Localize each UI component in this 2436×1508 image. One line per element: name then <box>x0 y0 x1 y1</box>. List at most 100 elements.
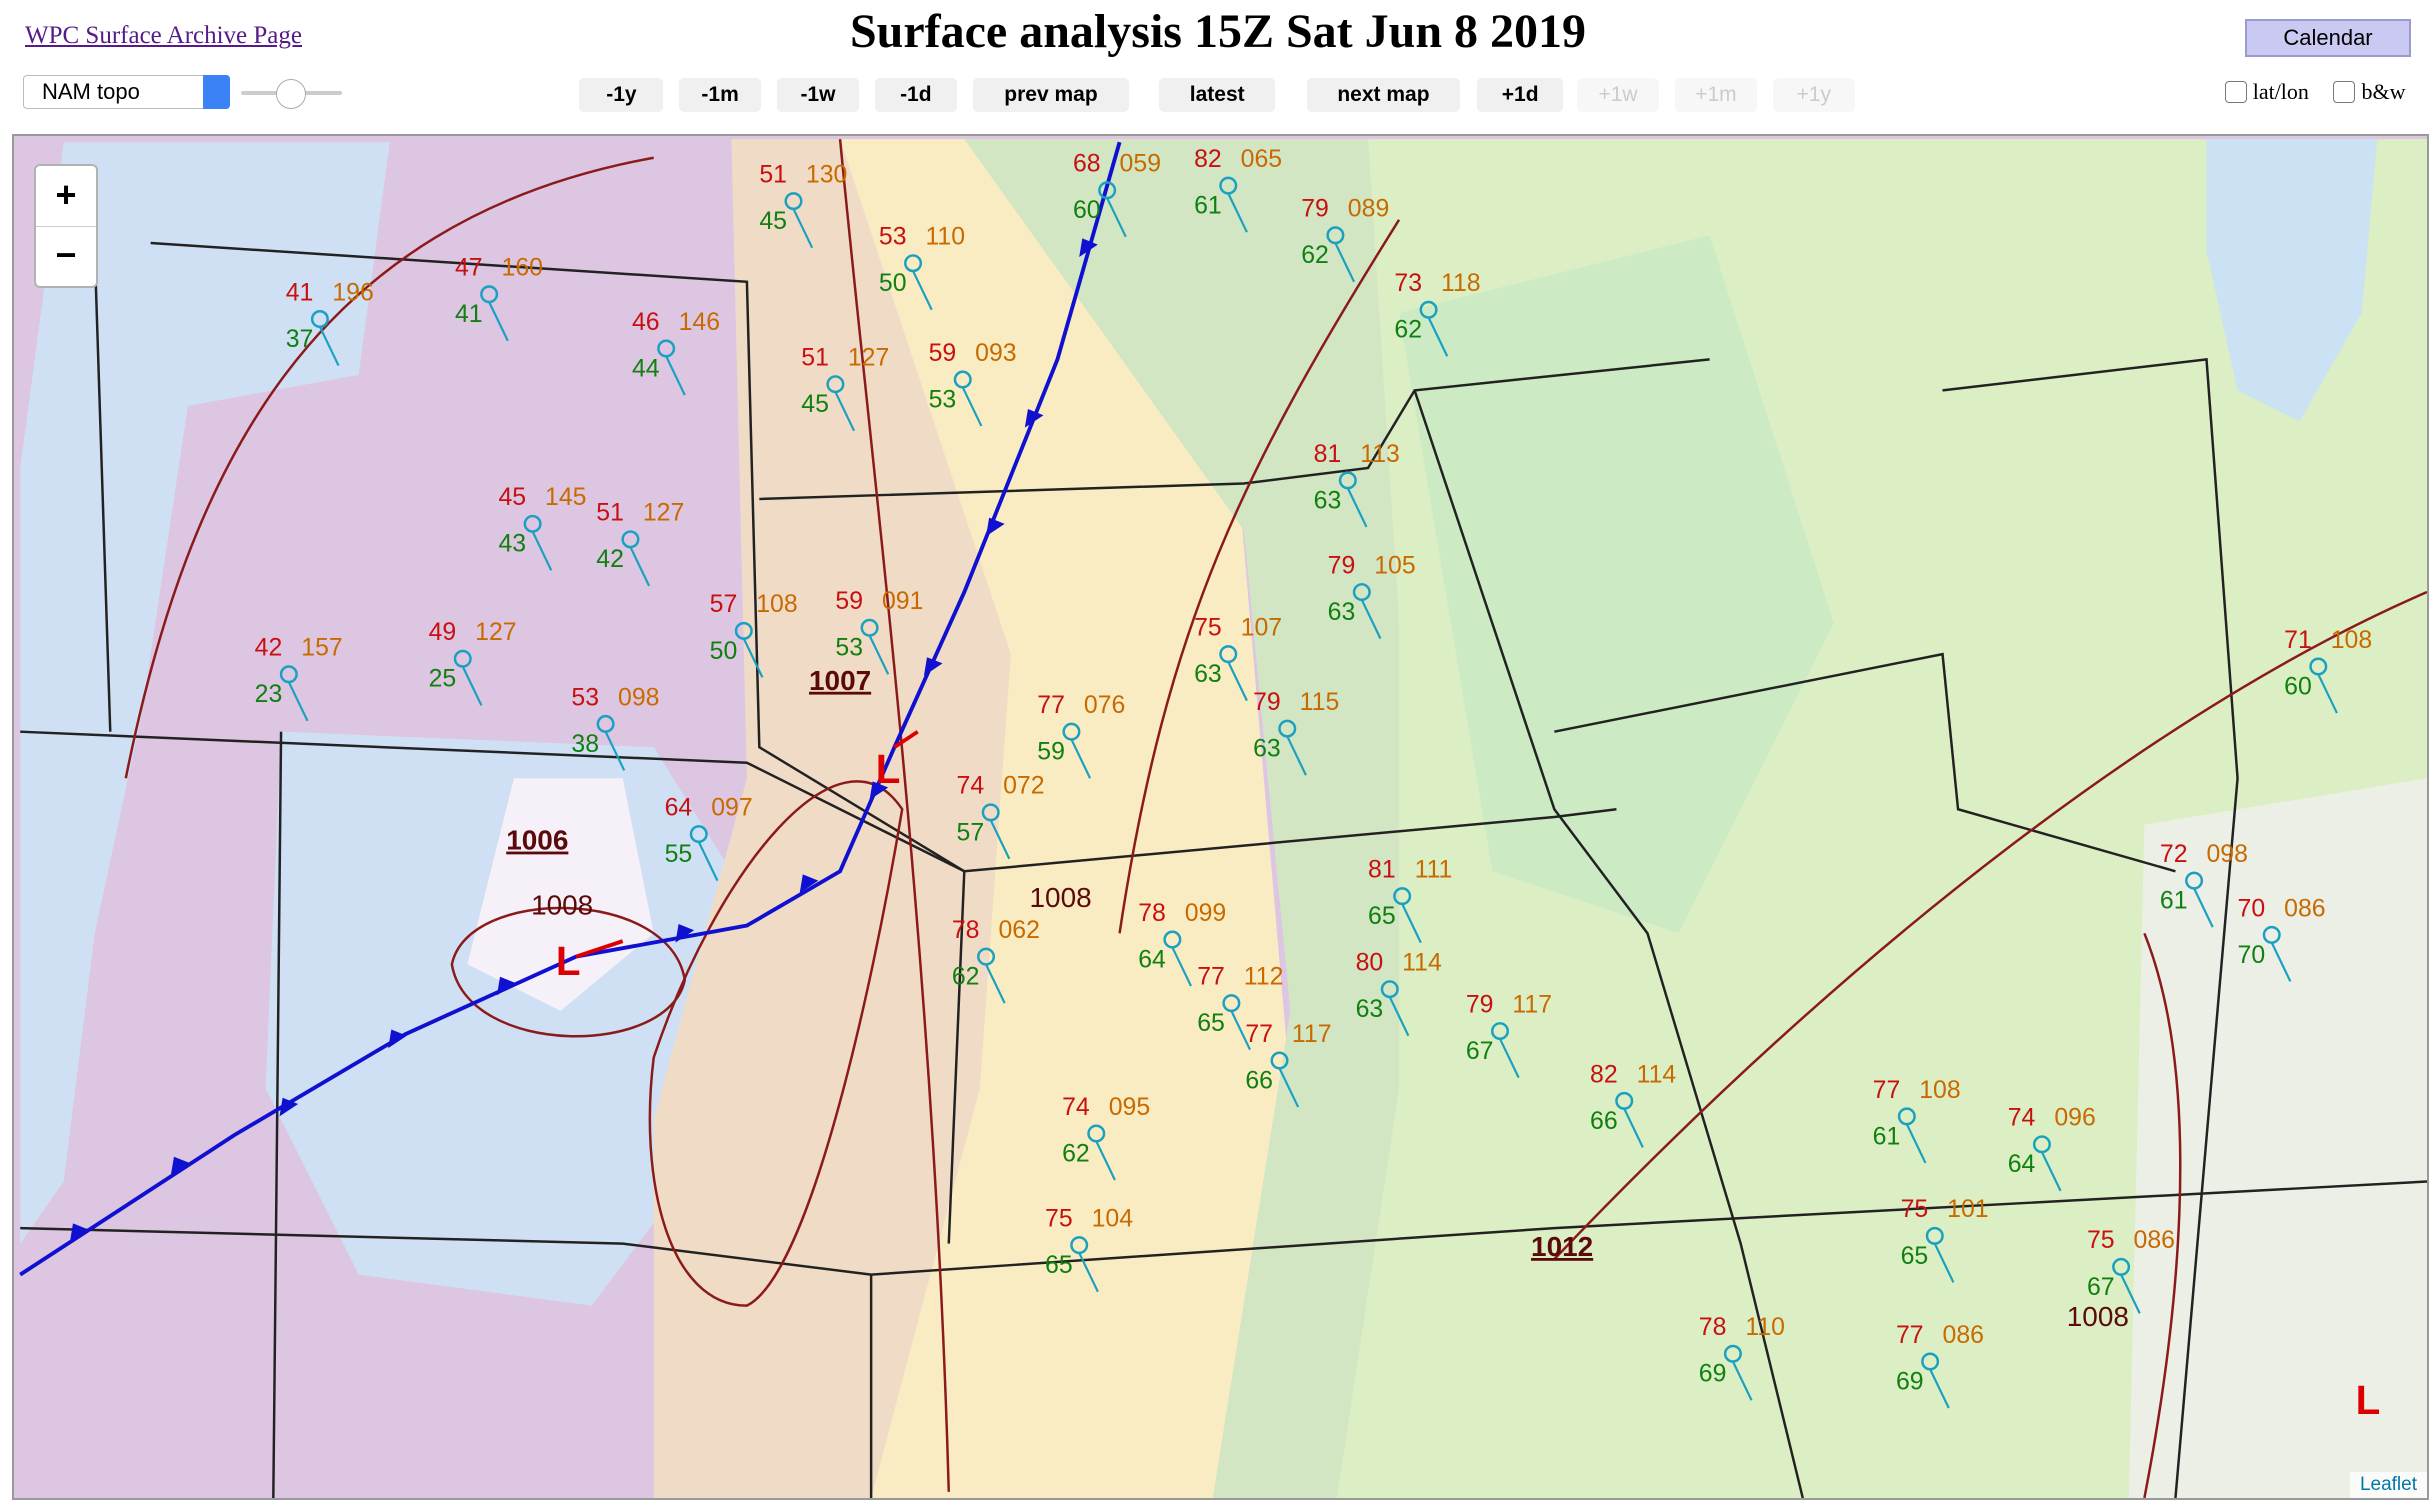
station-pressure: 112 <box>1244 964 1284 991</box>
station-temp: 51 <box>596 500 624 527</box>
front-triangle <box>170 1156 190 1176</box>
station-temp: 47 <box>455 255 483 282</box>
station-pressure: 059 <box>1120 151 1161 178</box>
station-temp: 79 <box>1466 991 1494 1018</box>
station-dew: 63 <box>1328 599 1356 626</box>
nav-button[interactable]: latest <box>1158 78 1276 112</box>
station-pressure: 157 <box>301 635 342 662</box>
station-dew: 64 <box>2008 1151 2036 1178</box>
border <box>93 250 112 732</box>
stations: 51 130 45 53 110 50 51 127 45 59 093 53 41 196 37 47 160… <box>255 146 2372 1409</box>
nav-button[interactable]: next map <box>1306 78 1461 112</box>
isobar <box>1118 219 1401 934</box>
station-temp: 75 <box>1194 615 1222 642</box>
map-select[interactable]: NAM topo <box>23 75 230 109</box>
map[interactable]: 51 130 45 53 110 50 51 127 45 59 093 53 41 196 37 47 160… <box>12 134 2429 1500</box>
station-pressure: 107 <box>1241 615 1282 642</box>
wind-barb <box>1227 661 1248 702</box>
station-dew: 65 <box>1368 903 1396 930</box>
isobar-label: 1007 <box>809 665 871 696</box>
station-temp: 82 <box>1590 1061 1618 1088</box>
station-temp: 75 <box>1045 1206 1073 1233</box>
station-pressure: 086 <box>2134 1227 2175 1254</box>
station-dew: 50 <box>879 270 907 297</box>
checkbox-label: b&w <box>2361 79 2406 104</box>
wind-barb <box>1095 1140 1116 1181</box>
station-temp: 74 <box>2008 1105 2036 1132</box>
labels: 1007 1006 1008 1008 1012 1008 L L L <box>506 665 2380 1423</box>
station-pressure: 113 <box>1360 441 1400 468</box>
isobar <box>838 138 951 1492</box>
station-pressure: 127 <box>643 500 684 527</box>
nav-button[interactable]: prev map <box>972 78 1130 112</box>
station-temp: 77 <box>1037 692 1065 719</box>
station-dew: 38 <box>571 731 599 758</box>
low-marker: L <box>2356 1377 2381 1423</box>
station-pressure: 098 <box>618 684 659 711</box>
slider-knob[interactable] <box>276 79 306 109</box>
nav-button[interactable]: -1d <box>874 78 957 112</box>
front-triangle <box>986 517 1005 537</box>
terrain <box>20 142 390 1244</box>
isobar-label: 1008 <box>2067 1301 2129 1332</box>
attribution[interactable]: Leaflet <box>2349 1472 2427 1498</box>
station-temp: 72 <box>2160 841 2188 868</box>
nav-button[interactable]: -1m <box>678 78 762 112</box>
low-marker: L <box>876 746 901 792</box>
wind-barb <box>318 326 340 367</box>
checkbox[interactable] <box>2224 81 2247 103</box>
zoom-in[interactable]: + <box>36 166 96 227</box>
station-dew: 67 <box>2087 1274 2115 1301</box>
isobar-label: 1008 <box>531 890 593 921</box>
nav-button[interactable]: -1y <box>579 78 664 112</box>
station-dew: 61 <box>2160 888 2188 915</box>
station-temp: 68 <box>1073 151 1101 178</box>
station-temp: 78 <box>1699 1314 1727 1341</box>
station-dew: 41 <box>455 301 483 328</box>
nav-button[interactable]: -1w <box>776 78 860 112</box>
station-dew: 62 <box>1394 317 1422 344</box>
station-temp: 70 <box>2238 895 2266 922</box>
station-dew: 64 <box>1138 946 1166 973</box>
zoom-out[interactable]: − <box>55 234 77 275</box>
station-circle <box>1490 1022 1510 1041</box>
station-temp: 82 <box>1194 146 1222 173</box>
wind-barb <box>531 531 553 571</box>
station-dew: 57 <box>957 819 985 846</box>
station-dew: 69 <box>1896 1368 1924 1395</box>
wind-barb <box>629 546 651 587</box>
nav-button[interactable]: +1d <box>1477 78 1563 112</box>
station-dew: 50 <box>710 638 738 665</box>
station-pressure: 127 <box>848 345 889 372</box>
station-dew: 61 <box>1194 193 1222 220</box>
station-dew: 45 <box>801 391 829 418</box>
front-triangle <box>69 1223 89 1243</box>
station-pressure: 108 <box>756 591 797 618</box>
wind-barb <box>961 386 983 427</box>
select-arrow[interactable] <box>203 75 230 109</box>
station-pressure: 089 <box>1348 196 1389 223</box>
station-dew: 60 <box>1073 197 1101 224</box>
station-dew: 60 <box>2284 673 2312 700</box>
station-temp: 79 <box>1301 196 1329 223</box>
station-pressure: 101 <box>1947 1196 1988 1223</box>
station-dew: 66 <box>1245 1067 1273 1094</box>
station-temp: 53 <box>879 224 907 251</box>
station-pressure: 111 <box>1415 857 1453 884</box>
station-circle <box>2032 1135 2051 1154</box>
calendar-button[interactable]: Calendar <box>2245 19 2411 57</box>
station-temp: 53 <box>571 684 599 711</box>
station-pressure: 091 <box>882 588 923 615</box>
station-dew: 63 <box>1356 996 1384 1023</box>
station-temp: 51 <box>801 345 829 372</box>
station-pressure: 104 <box>1092 1206 1134 1233</box>
station-pressure: 095 <box>1109 1094 1150 1121</box>
station-dew: 62 <box>1301 242 1329 269</box>
front-triangle <box>869 781 889 800</box>
station-pressure: 099 <box>1185 900 1226 927</box>
archive-link[interactable]: WPC Surface Archive Page <box>25 22 303 49</box>
checkbox[interactable] <box>2333 81 2356 103</box>
wind-barb <box>1499 1038 1520 1079</box>
station-dew: 63 <box>1253 736 1281 763</box>
wind-barb <box>1346 487 1368 528</box>
